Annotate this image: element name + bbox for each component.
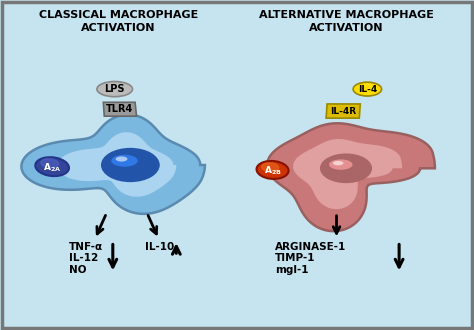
Text: $\mathbf{A_{2A}}$: $\mathbf{A_{2A}}$ xyxy=(43,161,61,174)
Text: mgl-1: mgl-1 xyxy=(275,265,309,275)
Text: TIMP-1: TIMP-1 xyxy=(275,253,315,263)
Ellipse shape xyxy=(353,82,382,96)
Text: ARGINASE-1: ARGINASE-1 xyxy=(275,242,346,251)
Ellipse shape xyxy=(320,153,372,183)
Ellipse shape xyxy=(41,159,59,168)
Ellipse shape xyxy=(256,161,289,179)
Ellipse shape xyxy=(35,157,69,176)
Polygon shape xyxy=(267,123,435,231)
Ellipse shape xyxy=(329,159,353,170)
Polygon shape xyxy=(21,115,205,214)
Text: CLASSICAL MACROPHAGE
ACTIVATION: CLASSICAL MACROPHAGE ACTIVATION xyxy=(39,10,198,33)
Text: IL-4R: IL-4R xyxy=(330,107,356,116)
Ellipse shape xyxy=(262,163,279,172)
Text: TNF-α: TNF-α xyxy=(69,242,103,251)
Ellipse shape xyxy=(97,82,132,97)
Text: LPS: LPS xyxy=(104,84,125,94)
Polygon shape xyxy=(57,132,176,197)
Text: TLR4: TLR4 xyxy=(106,104,134,114)
Ellipse shape xyxy=(333,161,343,165)
Text: IL-4: IL-4 xyxy=(358,84,377,94)
Ellipse shape xyxy=(111,155,137,167)
Text: IL-12: IL-12 xyxy=(69,253,98,263)
Polygon shape xyxy=(103,102,137,116)
Ellipse shape xyxy=(116,156,128,162)
Text: $\mathbf{A_{2B}}$: $\mathbf{A_{2B}}$ xyxy=(264,164,282,177)
Text: IL-10: IL-10 xyxy=(145,242,174,251)
Ellipse shape xyxy=(101,148,160,182)
Polygon shape xyxy=(326,104,360,118)
Text: ALTERNATIVE MACROPHAGE
ACTIVATION: ALTERNATIVE MACROPHAGE ACTIVATION xyxy=(259,10,433,33)
Polygon shape xyxy=(293,139,402,209)
Text: NO: NO xyxy=(69,265,86,275)
